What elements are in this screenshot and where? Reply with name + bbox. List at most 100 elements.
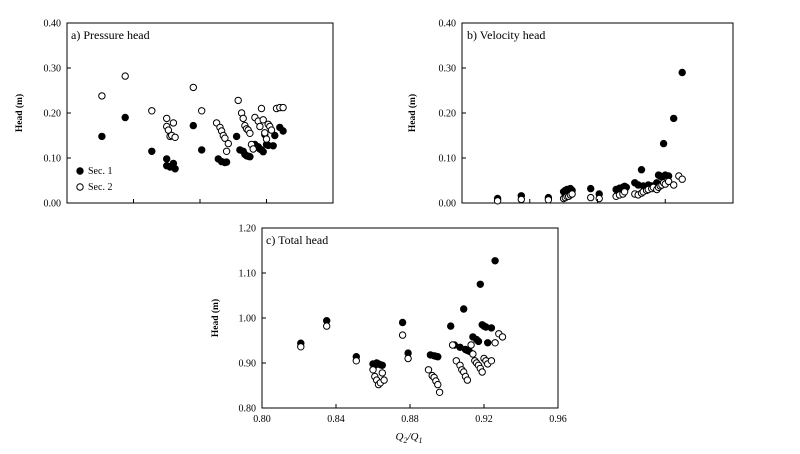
y-tick-label: 0.30 xyxy=(44,64,62,75)
y-tick-label: 0.10 xyxy=(439,154,457,165)
point-sec-1 xyxy=(259,148,267,156)
point-sec-2 xyxy=(98,92,106,100)
x-ticks: 0.80 0.84 0.88 0.92 0.96 xyxy=(253,404,567,425)
point-sec-1 xyxy=(659,139,668,148)
x-axis-label: Q2/Q1 xyxy=(396,431,423,445)
point-sec-1 xyxy=(198,146,206,154)
y-tick-label: 0.80 xyxy=(239,404,257,415)
x-tick-label: 0.88 xyxy=(401,414,419,425)
point-sec-2 xyxy=(171,133,179,142)
point-sec-1 xyxy=(637,166,646,174)
point-sec-2 xyxy=(595,194,603,203)
plot-frame xyxy=(261,227,559,409)
data-points xyxy=(493,68,686,205)
panel-title: b) Velocity head xyxy=(467,28,545,42)
x-axis-label-q: Q xyxy=(396,431,404,443)
point-sec-2 xyxy=(222,147,231,156)
x-axis-label-sub-2: 2 xyxy=(403,436,407,445)
data-points xyxy=(297,257,507,396)
x-tick-label: 0.80 xyxy=(253,414,271,425)
point-sec-1 xyxy=(474,337,483,346)
y-axis-label: Head (m) xyxy=(407,94,418,132)
y-tick-label: 0.20 xyxy=(439,109,457,120)
point-sec-1 xyxy=(163,155,171,163)
point-sec-2 xyxy=(467,341,475,349)
y-tick-label: 0.40 xyxy=(44,19,62,30)
x-tick-label: 0.96 xyxy=(549,414,567,425)
point-sec-1 xyxy=(484,339,492,347)
point-sec-2 xyxy=(163,114,171,123)
y-tick-label: 0.40 xyxy=(439,19,457,30)
point-sec-2 xyxy=(448,341,457,349)
y-tick-label: 1.00 xyxy=(239,314,257,325)
point-sec-1 xyxy=(148,147,156,156)
point-sec-2 xyxy=(544,196,553,204)
panel-velocity-head: b) Velocity head Head (m) 0.000.100.200.… xyxy=(407,19,734,210)
point-sec-1 xyxy=(171,165,179,173)
point-sec-2 xyxy=(189,83,198,92)
legend-marker-sec-1 xyxy=(76,167,84,175)
y-tick-label: 0.00 xyxy=(44,199,62,210)
data-points xyxy=(98,72,287,173)
y-tick-label: 1.20 xyxy=(239,224,257,235)
point-sec-1 xyxy=(269,142,277,150)
point-sec-1 xyxy=(246,153,254,161)
point-sec-1 xyxy=(98,132,106,141)
point-sec-2 xyxy=(261,129,269,137)
point-sec-2 xyxy=(620,188,629,196)
point-sec-2 xyxy=(469,350,477,358)
x-axis-label-sub-1: 1 xyxy=(418,436,422,445)
point-sec-2 xyxy=(424,366,433,374)
point-sec-1 xyxy=(398,318,407,327)
plot-frame xyxy=(461,22,734,204)
y-ticks: 0.00 0.10 0.20 0.30 0.40 xyxy=(439,19,466,210)
panel-title: c) Total head xyxy=(266,233,328,247)
point-sec-2 xyxy=(259,116,267,124)
y-tick-label: 0.00 xyxy=(439,199,457,210)
y-tick-label: 0.30 xyxy=(439,64,457,75)
point-sec-2 xyxy=(262,135,271,143)
point-sec-2 xyxy=(221,134,229,142)
panel-title: a) Pressure head xyxy=(71,28,150,42)
point-sec-1 xyxy=(378,361,386,369)
point-sec-1 xyxy=(476,280,484,288)
point-sec-2 xyxy=(487,357,496,365)
point-sec-2 xyxy=(380,376,388,384)
point-sec-2 xyxy=(664,177,673,186)
legend-label-sec-2: Sec. 2 xyxy=(88,182,112,193)
point-sec-1 xyxy=(232,132,241,141)
y-tick-label: 0.90 xyxy=(239,359,257,370)
point-sec-2 xyxy=(517,195,525,204)
point-sec-2 xyxy=(279,103,287,112)
point-sec-2 xyxy=(498,333,507,341)
point-sec-1 xyxy=(434,353,442,361)
point-sec-2 xyxy=(148,107,156,115)
point-sec-2 xyxy=(256,122,264,131)
point-sec-1 xyxy=(670,114,678,123)
point-sec-2 xyxy=(670,181,678,189)
point-sec-2 xyxy=(369,366,377,374)
point-sec-2 xyxy=(169,119,178,127)
point-sec-2 xyxy=(234,96,242,105)
point-sec-2 xyxy=(352,357,360,365)
panel-total-head: c) Total head Head (m) 0.80 0.90 1.00 1.10 1… xyxy=(210,224,567,446)
legend-label-sec-1: Sec. 1 xyxy=(88,166,112,177)
point-sec-2 xyxy=(257,104,266,113)
point-sec-2 xyxy=(435,388,444,396)
legend: Sec. 1 Sec. 2 xyxy=(76,166,112,193)
point-sec-1 xyxy=(491,257,499,265)
point-sec-2 xyxy=(587,193,595,202)
point-sec-1 xyxy=(222,158,231,166)
point-sec-2 xyxy=(568,190,576,198)
x-tick-label: 0.84 xyxy=(327,414,345,425)
x-tick-label: 0.92 xyxy=(475,414,493,425)
point-sec-1 xyxy=(487,324,496,332)
point-sec-2 xyxy=(224,139,233,148)
point-sec-1 xyxy=(271,131,279,140)
x-axis-label-slash: / xyxy=(406,431,411,443)
point-sec-2 xyxy=(121,72,129,80)
point-sec-2 xyxy=(323,322,331,330)
y-tick-label: 0.10 xyxy=(44,154,62,165)
point-sec-1 xyxy=(447,322,455,330)
